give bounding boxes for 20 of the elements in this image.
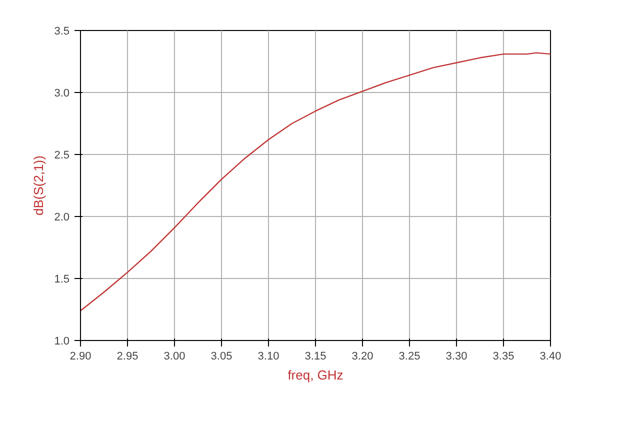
y-tick-label: 3.0	[54, 88, 70, 100]
x-tick-label: 3.00	[164, 350, 186, 362]
y-tick-label: 1.0	[54, 336, 70, 348]
x-tick-label: 3.10	[258, 350, 280, 362]
x-tick-label: 3.30	[446, 350, 468, 362]
x-tick-label: 2.90	[70, 350, 92, 362]
y-tick-label: 1.5	[54, 274, 70, 286]
x-tick-label: 2.95	[116, 350, 138, 362]
x-tick-label: 3.25	[398, 350, 420, 362]
x-axis-title: freq, GHz	[288, 368, 344, 382]
x-tick-label: 3.20	[352, 350, 374, 362]
x-tick-label: 3.05	[210, 350, 232, 362]
x-tick-label: 3.35	[492, 350, 514, 362]
y-axis-title: dB(S(2,1))	[31, 156, 46, 216]
y-tick-label: 3.5	[54, 26, 70, 38]
line-series	[80, 52, 550, 312]
x-tick-label: 3.40	[540, 350, 562, 362]
x-tick-label: 3.15	[304, 350, 326, 362]
y-tick-label: 2.5	[54, 150, 70, 162]
y-tick-label: 2.0	[54, 212, 70, 224]
